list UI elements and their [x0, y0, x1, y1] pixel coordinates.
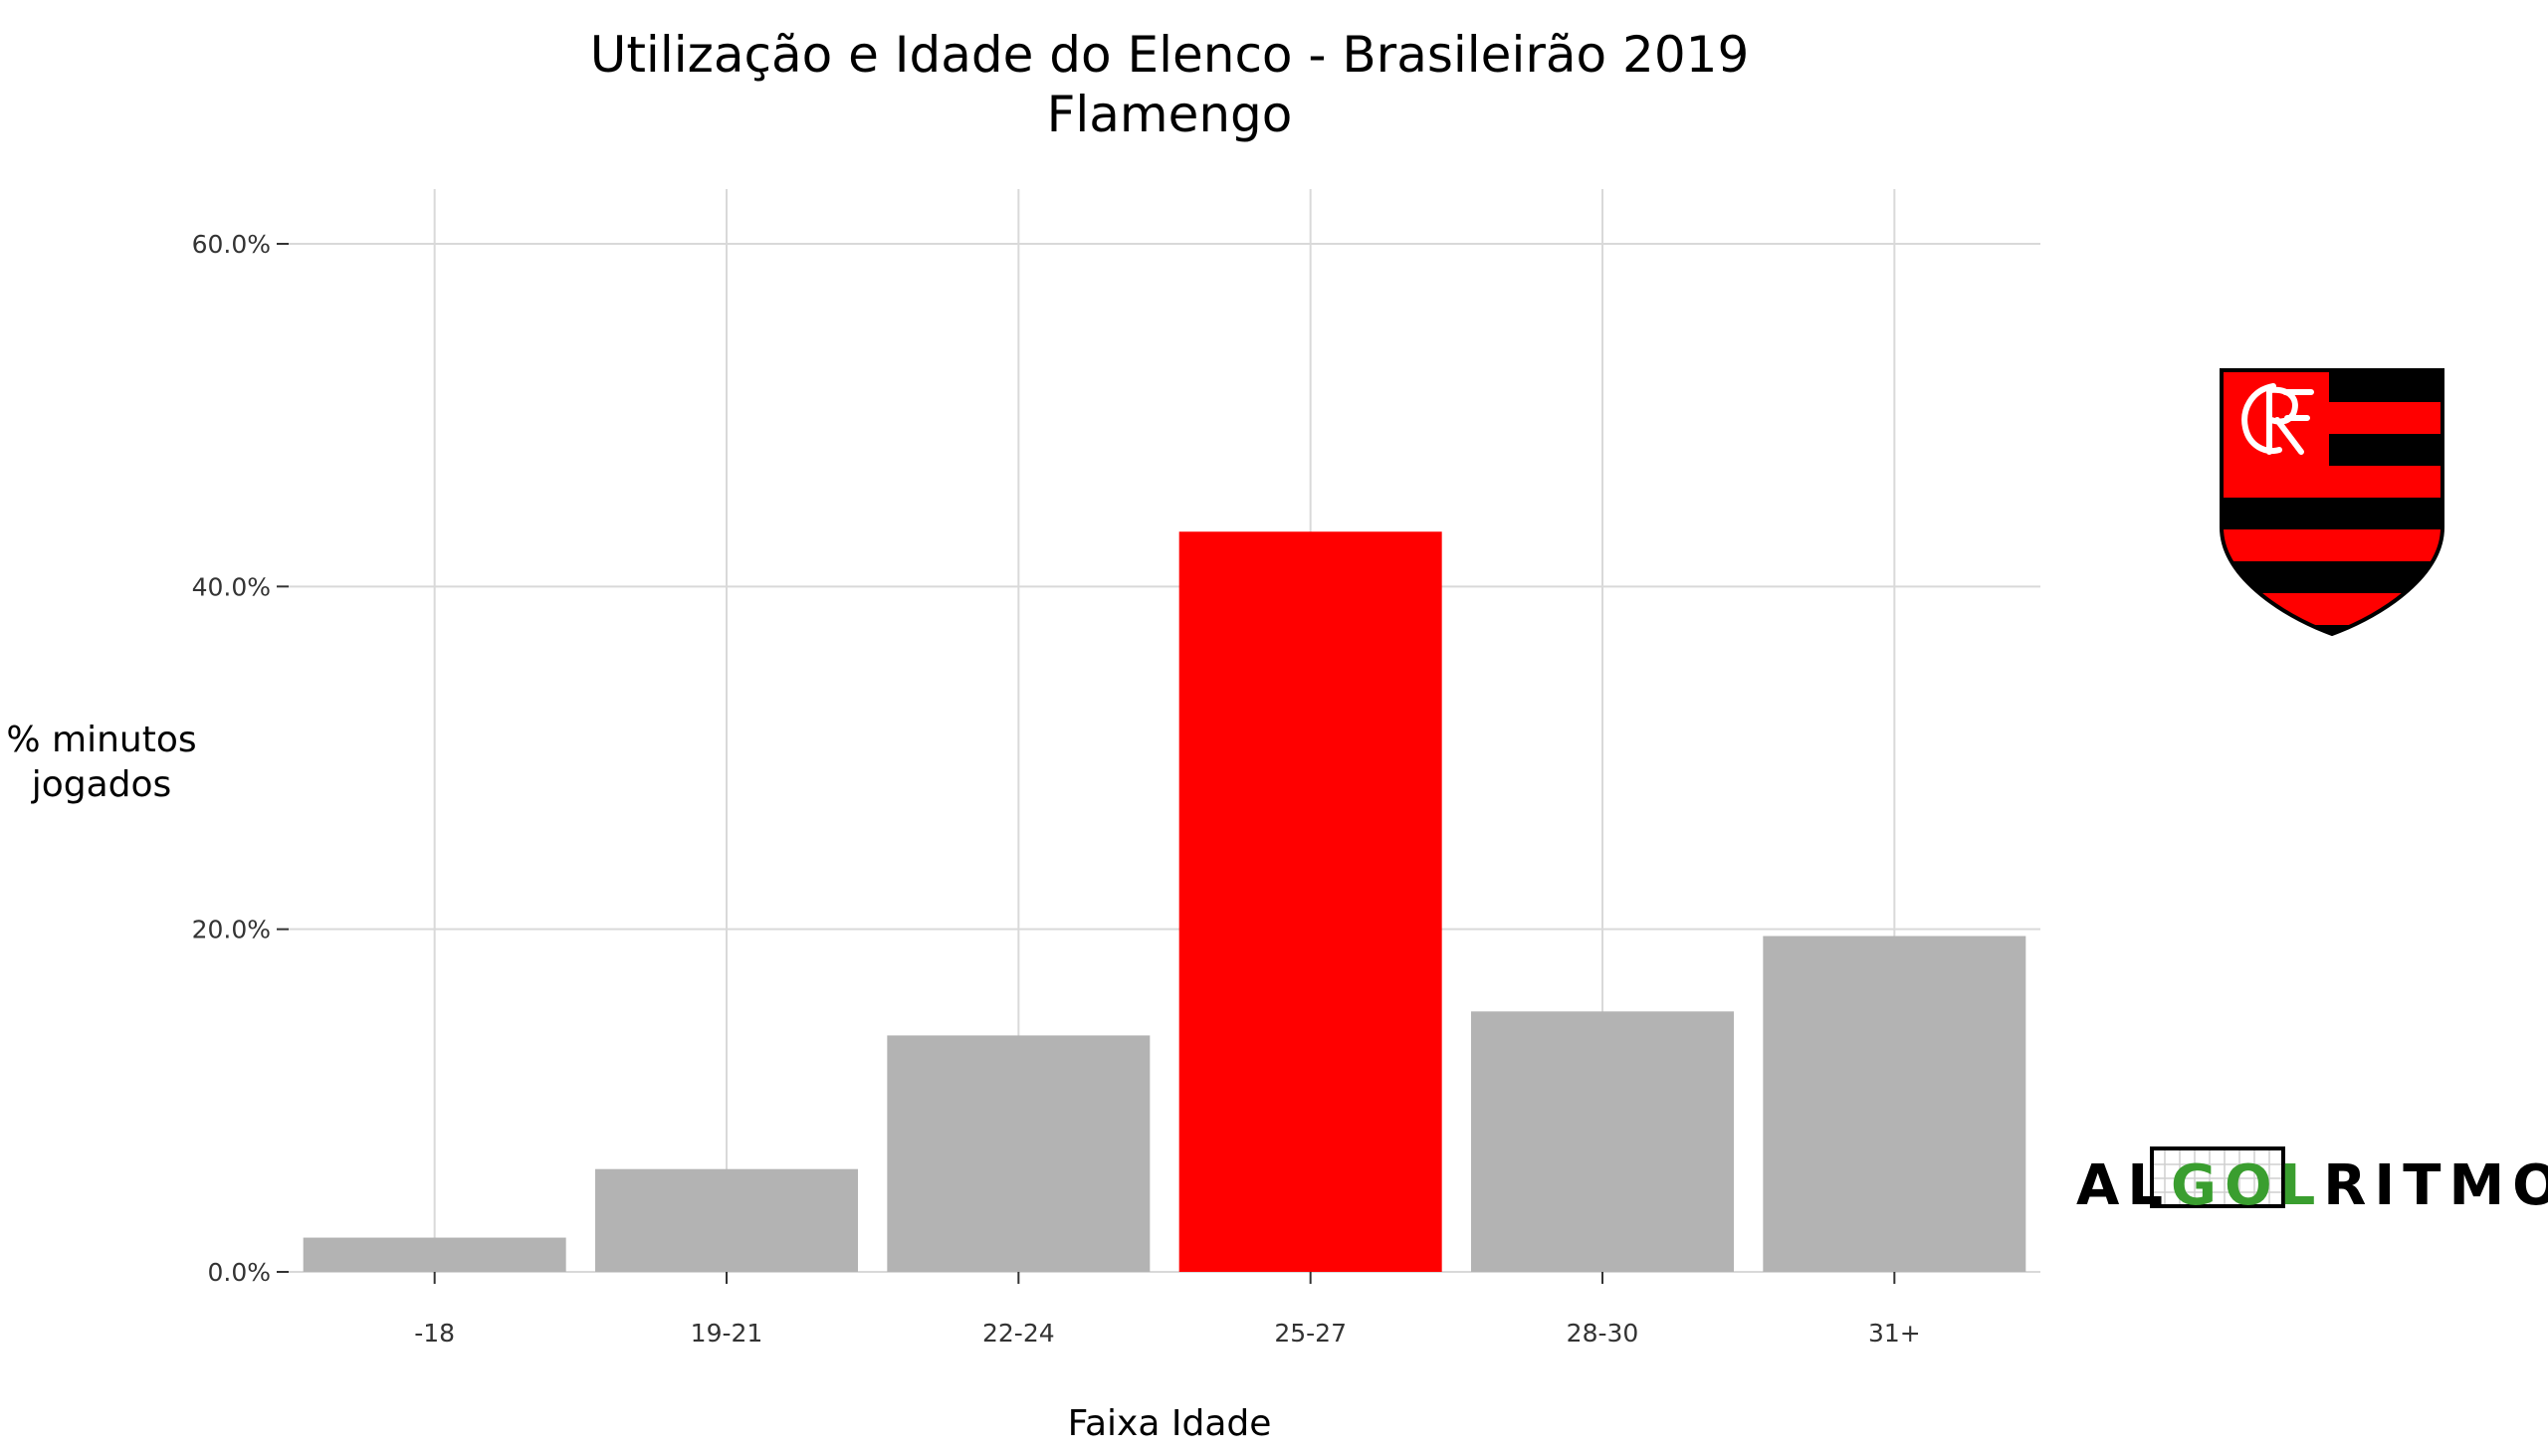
y-axis: 0.0% 20.0% 40.0% 60.0%: [192, 230, 289, 1287]
y-axis-label-line-2: jogados: [31, 764, 172, 805]
y-tick-label: 40.0%: [192, 572, 271, 601]
logo-part-gol: GOL: [2171, 1153, 2323, 1218]
x-axis-label: Faixa Idade: [1068, 1403, 1272, 1444]
chart-title: Utilização e Idade do Elenco - Brasileir…: [590, 26, 1750, 84]
chart-subtitle: Flamengo: [1047, 86, 1293, 143]
x-tick-label: 25-27: [1274, 1319, 1347, 1348]
bar-19-21: [595, 1168, 858, 1272]
svg-text:ALGOLRITMO: ALGOLRITMO: [2076, 1153, 2548, 1218]
x-tick-label: 19-21: [691, 1319, 763, 1348]
bar-28-30: [1471, 1011, 1734, 1272]
bar--18: [303, 1237, 566, 1272]
bar-22-24: [887, 1035, 1151, 1272]
bars: [303, 531, 2026, 1272]
y-tick-label: 20.0%: [192, 916, 271, 944]
x-tick-label: 22-24: [982, 1319, 1055, 1348]
y-tick-label: 60.0%: [192, 230, 271, 259]
y-tick-label: 0.0%: [207, 1258, 271, 1287]
y-axis-label-line-1: % minutos: [6, 720, 196, 760]
logo-part-ritmo: RITMO: [2323, 1153, 2548, 1218]
goal-net-icon: [2150, 1146, 2285, 1208]
x-tick-label: 28-30: [1567, 1319, 1639, 1348]
bar-31+: [1763, 936, 2026, 1272]
logo-part-al: AL: [2076, 1153, 2171, 1218]
x-tick-label: -18: [414, 1319, 455, 1348]
algolritmo-logo: ALGOLRITMO: [2076, 1146, 2548, 1218]
bar-25-27: [1178, 531, 1442, 1272]
x-axis: -18 19-21 22-24 25-27 28-30 31+: [414, 1272, 1921, 1348]
x-tick-label: 31+: [1868, 1319, 1921, 1348]
crf-monogram: [2241, 383, 2314, 455]
flamengo-crest-logo: [2220, 368, 2444, 637]
